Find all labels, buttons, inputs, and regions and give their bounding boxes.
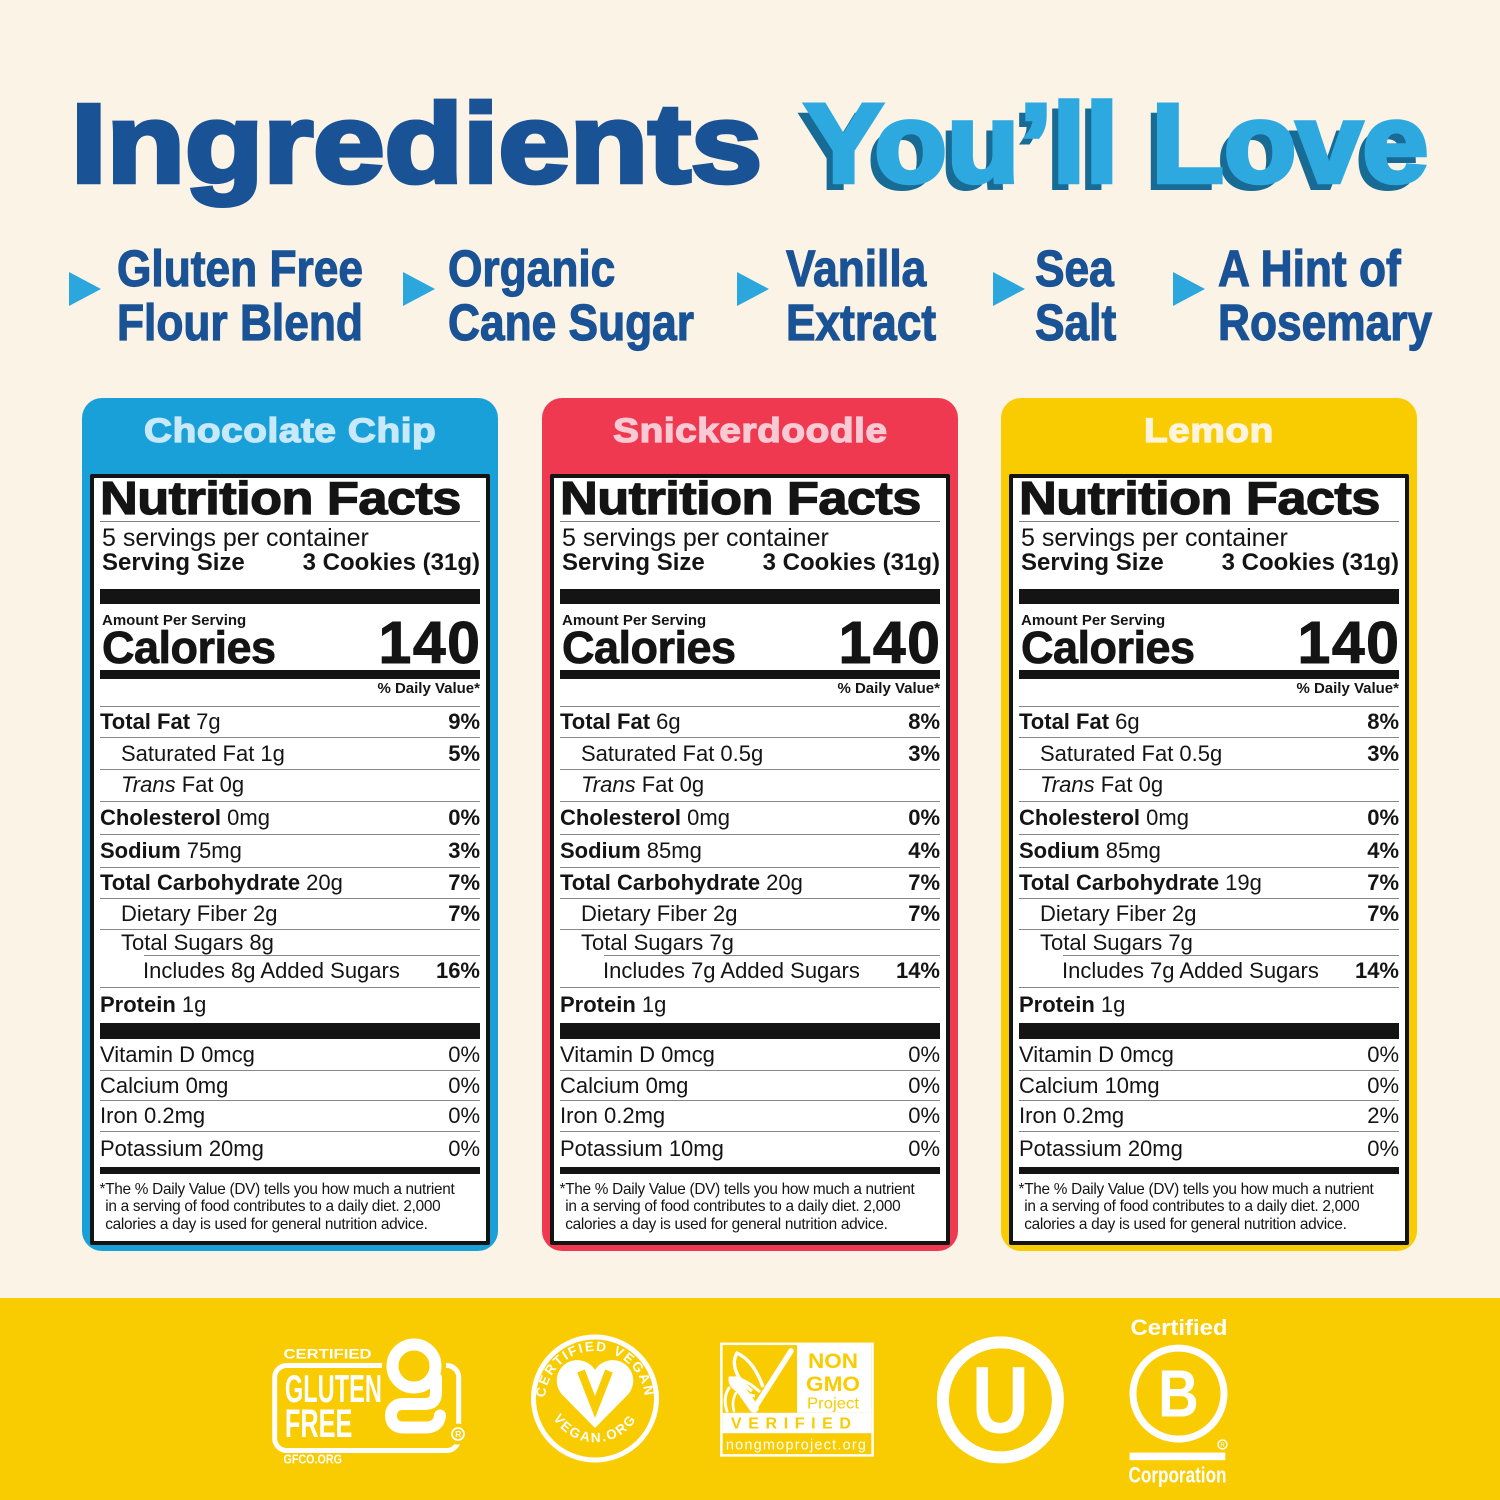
svg-text:U: U: [972, 1348, 1029, 1453]
svg-text:R: R: [455, 1429, 461, 1439]
svg-text:Certified: Certified: [1131, 1315, 1228, 1340]
svg-text:Corporation: Corporation: [1129, 1463, 1227, 1488]
svg-text:R: R: [1220, 1443, 1225, 1449]
svg-text:CERTIFIED: CERTIFIED: [284, 1347, 372, 1362]
svg-text:B: B: [1158, 1357, 1199, 1432]
svg-text:nongmoproject.org: nongmoproject.org: [726, 1438, 867, 1454]
svg-text:VERIFIED: VERIFIED: [731, 1416, 858, 1433]
svg-text:NON: NON: [808, 1349, 858, 1373]
svg-text:GFCO.ORG: GFCO.ORG: [284, 1453, 343, 1467]
svg-text:Project: Project: [807, 1396, 860, 1413]
svg-text:GMO: GMO: [806, 1372, 860, 1396]
svg-text:GLUTEN: GLUTEN: [285, 1368, 382, 1411]
svg-text:FREE: FREE: [285, 1402, 353, 1446]
